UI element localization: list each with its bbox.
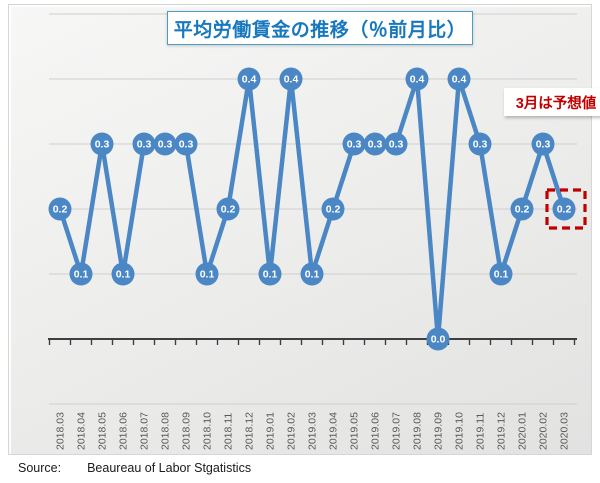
- svg-text:2019.03: 2019.03: [307, 412, 319, 450]
- svg-text:2018.03: 2018.03: [55, 412, 67, 450]
- svg-text:0.1: 0.1: [305, 269, 320, 281]
- svg-text:0.1: 0.1: [74, 269, 89, 281]
- svg-text:0.0: 0.0: [431, 334, 446, 346]
- svg-text:2019.09: 2019.09: [433, 412, 445, 450]
- source-note: Source: Beaureau of Labor Stgatistics: [18, 461, 251, 475]
- svg-text:2019.06: 2019.06: [370, 412, 382, 450]
- svg-text:2018.09: 2018.09: [181, 412, 193, 450]
- svg-text:2019.05: 2019.05: [349, 412, 361, 450]
- svg-text:0.4: 0.4: [284, 74, 299, 86]
- chart-area: 0.2 0.1 0.3 0.1 0.3 0.3 0.3 0.1 0.2 0.4 0.1 0.4 0.1 0…: [8, 4, 600, 455]
- svg-text:0.2: 0.2: [53, 204, 68, 216]
- chart-title-text: 平均労働賃金の推移（％前月比）: [173, 19, 467, 41]
- svg-text:2018.04: 2018.04: [76, 412, 88, 450]
- svg-text:2019.02: 2019.02: [286, 412, 298, 450]
- svg-text:2019.01: 2019.01: [265, 412, 277, 450]
- svg-text:2018.12: 2018.12: [244, 412, 256, 450]
- svg-text:2018.10: 2018.10: [202, 412, 214, 450]
- svg-text:0.2: 0.2: [515, 204, 530, 216]
- svg-text:0.3: 0.3: [389, 139, 404, 151]
- chart-title: 平均労働賃金の推移（％前月比）: [167, 11, 473, 45]
- svg-text:0.2: 0.2: [221, 204, 236, 216]
- source-label: Source:: [18, 461, 62, 475]
- svg-text:0.3: 0.3: [347, 139, 362, 151]
- svg-text:0.2: 0.2: [557, 204, 572, 216]
- svg-text:0.1: 0.1: [200, 269, 215, 281]
- svg-text:2018.07: 2018.07: [139, 412, 151, 450]
- svg-text:0.1: 0.1: [116, 269, 131, 281]
- svg-text:2020.03: 2020.03: [559, 412, 571, 450]
- svg-text:0.3: 0.3: [473, 139, 488, 151]
- svg-text:2018.05: 2018.05: [97, 412, 109, 450]
- svg-text:0.1: 0.1: [494, 269, 509, 281]
- svg-text:2020.01: 2020.01: [517, 412, 529, 450]
- svg-text:2018.06: 2018.06: [118, 412, 130, 450]
- svg-text:0.3: 0.3: [137, 139, 152, 151]
- svg-text:0.3: 0.3: [158, 139, 173, 151]
- svg-text:0.4: 0.4: [242, 74, 257, 86]
- svg-text:0.4: 0.4: [410, 74, 425, 86]
- svg-text:2019.08: 2019.08: [412, 412, 424, 450]
- svg-text:2019.04: 2019.04: [328, 412, 340, 450]
- svg-text:2019.11: 2019.11: [475, 413, 487, 450]
- svg-text:0.3: 0.3: [179, 139, 194, 151]
- svg-text:2020.02: 2020.02: [538, 412, 550, 450]
- line-chart: 0.2 0.1 0.3 0.1 0.3 0.3 0.3 0.1 0.2 0.4 0.1 0.4 0.1 0…: [48, 13, 587, 450]
- svg-text:0.3: 0.3: [368, 139, 383, 151]
- svg-text:2019.10: 2019.10: [454, 412, 466, 450]
- svg-text:2018.08: 2018.08: [160, 412, 172, 450]
- source-text: Beaureau of Labor Stgatistics: [87, 461, 252, 475]
- svg-text:0.1: 0.1: [263, 269, 278, 281]
- svg-text:0.2: 0.2: [326, 204, 341, 216]
- svg-text:2018.11: 2018.11: [223, 413, 235, 450]
- svg-text:0.3: 0.3: [95, 139, 110, 151]
- svg-text:2019.12: 2019.12: [496, 412, 508, 450]
- svg-text:0.4: 0.4: [452, 74, 467, 86]
- svg-text:2019.07: 2019.07: [391, 412, 403, 450]
- svg-text:0.3: 0.3: [536, 139, 551, 151]
- forecast-annotation: 3月は予想値: [504, 88, 600, 116]
